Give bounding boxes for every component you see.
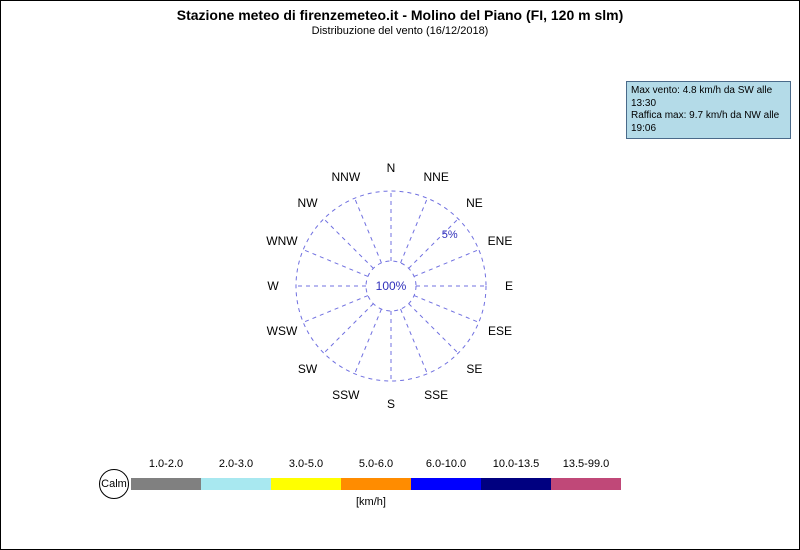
legend-swatch <box>341 478 411 490</box>
info-line-2: Raffica max: 9.7 km/h da NW alle 19:06 <box>631 110 786 135</box>
direction-label: NNE <box>423 170 448 184</box>
direction-label: SE <box>466 362 482 376</box>
wind-rose: N NNE NE ENE E ESE SE SSE S SSW SW WSW W WNW NW NNW 100%… <box>226 146 576 426</box>
legend-swatch <box>271 478 341 490</box>
center-percent-label: 100% <box>376 279 407 293</box>
legend-label: 6.0-10.0 <box>426 458 466 470</box>
legend-swatch <box>481 478 551 490</box>
direction-label: W <box>267 279 278 293</box>
direction-label: WNW <box>266 234 297 248</box>
direction-label: S <box>387 397 395 411</box>
legend-unit: [km/h] <box>356 496 386 508</box>
direction-label: N <box>387 161 396 175</box>
chart-title: Stazione meteo di firenzemeteo.it - Moli… <box>1 7 799 23</box>
legend-label: 5.0-6.0 <box>359 458 393 470</box>
info-box: Max vento: 4.8 km/h da SW alle 13:30 Raf… <box>626 81 791 139</box>
legend-label: 1.0-2.0 <box>149 458 183 470</box>
direction-label: E <box>505 279 513 293</box>
legend-swatch <box>201 478 271 490</box>
direction-label: WSW <box>267 324 298 338</box>
direction-label: NW <box>298 196 318 210</box>
direction-label: SW <box>298 362 317 376</box>
calm-circle: Calm <box>99 469 129 499</box>
legend-label: 10.0-13.5 <box>493 458 539 470</box>
ring-percent-label: 5% <box>442 229 458 241</box>
direction-label: ESE <box>488 324 512 338</box>
legend-label: 3.0-5.0 <box>289 458 323 470</box>
direction-label: SSW <box>332 388 359 402</box>
legend-swatch <box>131 478 201 490</box>
direction-label: NNW <box>331 170 360 184</box>
legend-swatch <box>411 478 481 490</box>
legend-label: 2.0-3.0 <box>219 458 253 470</box>
info-line-1: Max vento: 4.8 km/h da SW alle 13:30 <box>631 85 786 110</box>
calm-label: Calm <box>101 478 127 490</box>
direction-label: NE <box>466 196 483 210</box>
chart-subtitle: Distribuzione del vento (16/12/2018) <box>1 25 799 37</box>
chart-container: Stazione meteo di firenzemeteo.it - Moli… <box>0 0 800 550</box>
legend-swatch <box>551 478 621 490</box>
legend-label: 13.5-99.0 <box>563 458 609 470</box>
legend: Calm 1.0-2.0 2.0-3.0 3.0-5.0 5.0-6.0 6.0-10.… <box>101 454 701 514</box>
direction-label: SSE <box>424 388 448 402</box>
direction-label: ENE <box>488 234 513 248</box>
